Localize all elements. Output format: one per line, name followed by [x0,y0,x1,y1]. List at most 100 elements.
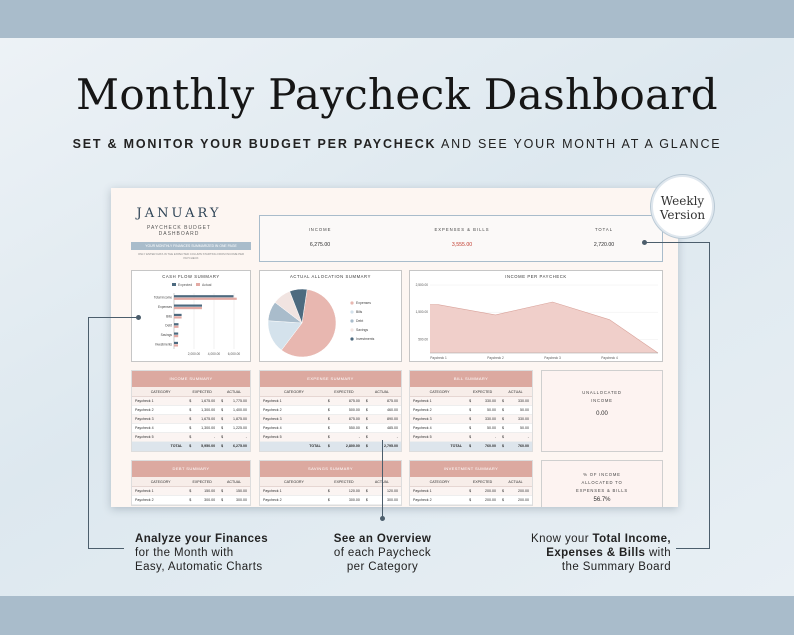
row-category[interactable]: Paycheck 4 [263,426,282,430]
pct-label-1: % OF INCOME [583,472,621,477]
callout-overview: See an Overview of each Paycheck per Cat… [300,532,465,574]
row-actual: 460.00 [386,408,398,412]
col-category: CATEGORY [284,480,304,484]
row-category[interactable]: Paycheck 1 [413,399,432,403]
row-actual: 300.00 [386,498,398,502]
legend-swatch [350,337,354,341]
row-category[interactable]: Paycheck 5 [135,435,154,439]
row-category[interactable]: Paycheck 1 [413,489,432,493]
pct-allocated-box: % OF INCOME ALLOCATED TO EXPENSES & BILL… [541,460,663,507]
row-category[interactable]: Paycheck 4 [135,426,154,430]
bar-actual [174,335,179,338]
row-category[interactable]: Paycheck 3 [135,417,154,421]
row-category[interactable]: Paycheck 2 [135,408,154,412]
row-actual: 1,775.00 [232,399,247,403]
table-title: DEBT SUMMARY [132,461,250,477]
row-expected[interactable]: 50.00 [487,426,497,430]
col-actual: ACTUAL [508,480,523,484]
currency-symbol: $ [469,426,472,430]
callout-analyze: Analyze your Finances for the Month with… [135,532,295,574]
row-category[interactable]: Paycheck 1 [263,399,282,403]
table-row: Paycheck 2 $50.00 $50.00 [410,406,532,415]
callout-bold: Total Income, [592,533,671,545]
x-tick-label: Paycheck 4 [601,356,618,360]
bar-actual [174,307,202,310]
col-expected: EXPECTED [472,480,493,484]
connector-line [88,548,124,549]
col-actual: ACTUAL [226,390,242,394]
row-expected[interactable]: 330.00 [485,417,497,421]
col-category: CATEGORY [150,390,171,394]
currency-symbol: $ [502,426,505,430]
col-category: CATEGORY [429,390,450,394]
row-category[interactable]: Paycheck 1 [135,399,154,403]
pie-slice [289,288,308,324]
row-category[interactable]: Paycheck 3 [413,417,432,421]
expense-summary-table: EXPENSE SUMMARY CATEGORY EXPECTED ACTUAL Pay… [259,370,402,452]
row-actual: 50.00 [519,408,529,412]
currency-symbol: $ [365,444,368,448]
row-expected[interactable]: 550.00 [348,426,360,430]
row-expected[interactable]: 330.00 [485,399,497,403]
row-expected[interactable]: - [213,435,216,439]
row-expected[interactable]: 50.00 [487,408,497,412]
currency-symbol: $ [189,435,192,439]
row-expected[interactable]: 1,675.00 [201,399,216,403]
row-category[interactable]: Paycheck 2 [413,408,432,412]
row-category[interactable]: Paycheck 2 [263,498,282,502]
currency-symbol: $ [502,435,505,439]
currency-symbol: $ [365,426,368,430]
row-category[interactable]: Paycheck 3 [263,417,282,421]
row-expected[interactable]: 120.00 [348,489,360,493]
weekly-version-badge: Weekly Version [651,175,714,238]
row-category[interactable]: Paycheck 5 [263,435,282,439]
currency-symbol: $ [221,417,224,421]
currency-symbol: $ [469,489,472,493]
currency-symbol: $ [469,444,472,448]
legend-swatch [350,301,354,305]
row-expected[interactable]: 1,675.00 [201,417,216,421]
legend-swatch [350,328,354,332]
row-category[interactable]: Paycheck 2 [413,498,432,502]
table-row: Paycheck 1 $330.00 $330.00 [410,397,532,406]
hero-subtitle: SET & MONITOR YOUR BUDGET PER PAYCHECK A… [0,137,794,151]
row-expected[interactable]: 1,300.00 [201,408,216,412]
row-expected[interactable]: 1,300.00 [201,426,216,430]
row-expected[interactable]: 875.00 [348,417,360,421]
row-category[interactable]: Paycheck 2 [263,408,282,412]
row-expected[interactable]: 500.00 [348,408,360,412]
investment-summary-table: INVESTMENT SUMMARY CATEGORY EXPECTED ACTUAL… [409,460,533,506]
pct-label-2: ALLOCATED TO [581,480,623,485]
row-expected[interactable]: 875.00 [348,399,360,403]
bar-actual [174,325,179,328]
row-expected[interactable]: 200.00 [485,498,497,502]
row-category[interactable]: Paycheck 2 [135,498,154,502]
bar-expected [174,313,182,317]
table-row: Paycheck 5 $ - $ - [410,433,532,442]
row-expected[interactable]: 150.00 [204,489,216,493]
row-expected[interactable]: 300.00 [204,498,216,502]
row-expected[interactable]: 300.00 [348,498,360,502]
callout-bold: Expenses & Bills [546,547,646,559]
row-category[interactable]: Paycheck 1 [135,489,154,493]
total-actual: 6,275.00 [232,444,247,448]
currency-symbol: $ [221,444,224,448]
row-category[interactable]: Paycheck 4 [413,426,432,430]
row-expected[interactable]: - [494,435,497,439]
row-category[interactable]: Paycheck 1 [263,489,282,493]
area-line [430,301,659,354]
table-row: Paycheck 4 $50.00 $50.00 [410,424,532,433]
row-expected[interactable]: - [358,435,360,439]
row-category[interactable]: Paycheck 5 [413,435,432,439]
table-row: Paycheck 2 $300.00 $300.00 [260,496,401,505]
currency-symbol: $ [469,408,472,412]
connector-line [709,242,710,549]
callout-text: Know your [531,533,593,545]
table-header-row: CATEGORY EXPECTED ACTUAL [260,477,401,487]
legend-swatch [350,310,354,314]
table-header-row: CATEGORY EXPECTED ACTUAL [132,387,250,397]
row-expected[interactable]: 200.00 [485,489,497,493]
bar-actual [174,297,237,300]
col-category: CATEGORY [150,480,171,484]
table-header-row: CATEGORY EXPECTED ACTUAL [132,477,250,487]
